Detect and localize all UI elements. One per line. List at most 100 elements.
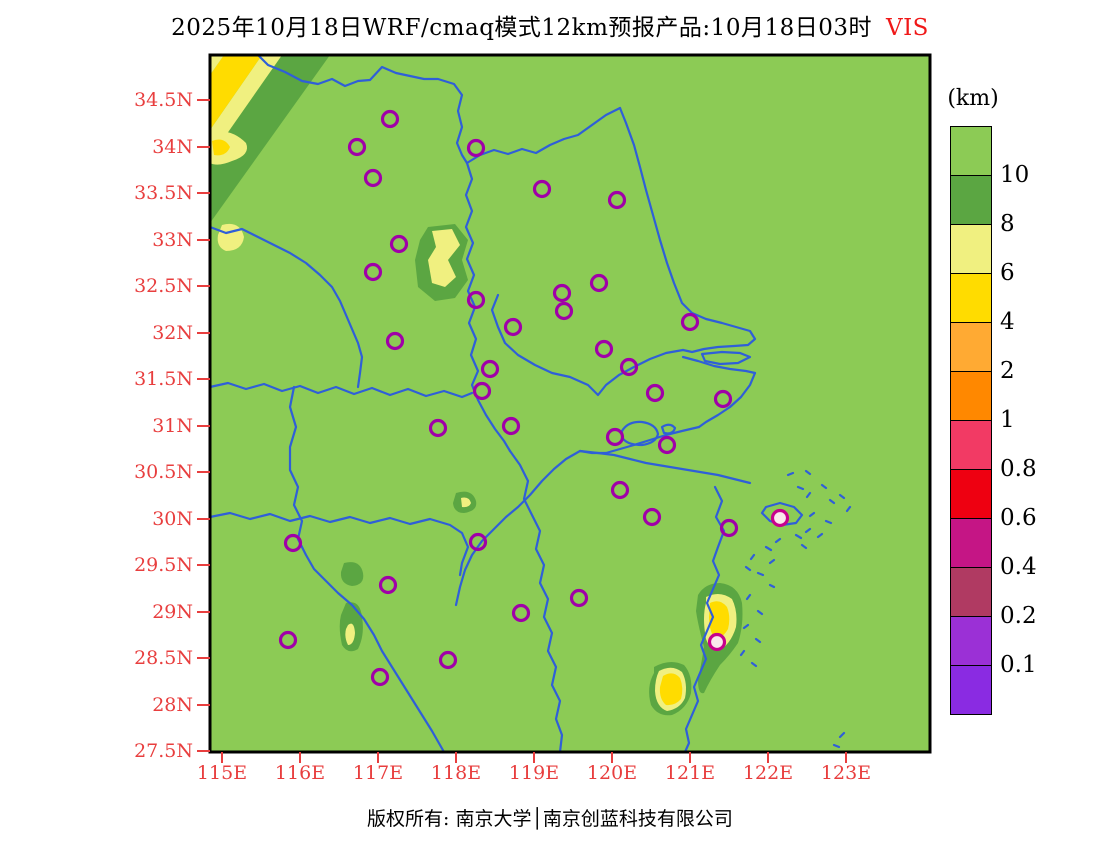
station-marker (385, 331, 405, 351)
lat-tick-label: 34.5N (134, 89, 193, 111)
station-marker (389, 234, 409, 254)
lon-tick-label: 123E (820, 762, 872, 784)
station-marker (428, 418, 448, 438)
station-marker (363, 168, 383, 188)
lon-tick-label: 121E (664, 762, 716, 784)
lat-tick-mark (197, 99, 210, 101)
legend-boundary-label: 0.4 (1000, 554, 1037, 580)
vis-blob-southwest-upper (340, 562, 364, 586)
station-marker (438, 650, 458, 670)
station-marker (657, 435, 677, 455)
station-marker (466, 290, 486, 310)
lon-tick-mark (611, 752, 613, 763)
lat-tick-label: 30.5N (134, 461, 193, 483)
lat-tick-label: 33.5N (134, 182, 193, 204)
vis-blob-southwest-lower (339, 602, 363, 652)
page-title: 2025年10月18日WRF/cmaq模式12km预报产品:10月18日03时 V… (0, 8, 1100, 42)
copyright-text: 版权所有: 南京大学│南京创蓝科技有限公司 (367, 808, 733, 830)
station-marker (610, 480, 630, 500)
lat-tick-mark (197, 564, 210, 566)
lon-tick-mark (221, 752, 223, 763)
legend-unit-label: (km) (947, 86, 999, 111)
lat-tick-mark (197, 471, 210, 473)
vis-blob-small-central (453, 491, 477, 513)
border-anhui-jiangsu (464, 161, 512, 453)
lat-tick-mark (197, 517, 210, 520)
lat-tick-mark (197, 424, 210, 427)
border-zhejiang-east (508, 449, 564, 754)
qiantang-river (454, 449, 582, 607)
legend-boundary-label: 4 (1000, 309, 1015, 335)
legend-boundary-label: 1 (1000, 407, 1015, 433)
station-marker (645, 383, 665, 403)
chongming-island (700, 350, 752, 366)
title-main: 2025年10月18日WRF/cmaq模式12km预报产品:10月18日03时 (171, 15, 872, 41)
taihu-lake-east (660, 423, 677, 435)
lat-tick-label: 28N (152, 693, 193, 716)
lon-tick-mark (533, 752, 535, 763)
lat-tick-mark (197, 238, 210, 241)
lat-tick-label: 31N (152, 414, 193, 437)
legend-color-box (950, 518, 992, 568)
station-marker (719, 518, 739, 538)
station-marker (501, 416, 521, 436)
legend-boundary-label: 0.6 (1000, 505, 1037, 531)
station-marker (283, 533, 303, 553)
station-marker (554, 301, 574, 321)
legend-colorbar (950, 126, 992, 715)
lat-tick-label: 29.5N (134, 554, 193, 576)
legend-boundary-label: 2 (1000, 358, 1015, 384)
border-zhejiang-north (208, 511, 470, 577)
legend-boundary-label: 0.8 (1000, 456, 1037, 482)
station-marker (642, 507, 662, 527)
hangzhou-bay-south (578, 449, 752, 485)
lon-tick-mark (689, 752, 691, 763)
station-marker (511, 603, 531, 623)
station-marker (480, 359, 500, 379)
border-north-west (256, 53, 469, 165)
legend-color-box (950, 126, 992, 176)
station-marker (380, 109, 400, 129)
zhoushan-islets (744, 469, 852, 577)
yangtze-river (490, 293, 685, 397)
lon-tick-mark (845, 752, 847, 763)
legend-boundary-label: 0.2 (1000, 603, 1037, 629)
forecast-map (208, 53, 932, 754)
lon-tick-mark (299, 752, 301, 763)
lon-tick-mark (377, 752, 379, 763)
legend-color-box (950, 322, 992, 372)
legend-boundary-label: 0.1 (1000, 652, 1037, 678)
legend-boundary-label: 8 (1000, 211, 1015, 237)
lat-tick-mark (197, 703, 210, 706)
border-west-horizontal (208, 381, 474, 399)
taihu-lake (620, 420, 660, 447)
legend-color-box (950, 371, 992, 421)
station-marker (466, 138, 486, 158)
station-marker (363, 262, 383, 282)
lat-tick-mark (197, 285, 210, 287)
station-marker (594, 339, 614, 359)
station-marker (472, 381, 492, 401)
lat-tick-label: 31.5N (134, 368, 193, 390)
lat-tick-mark (197, 378, 210, 380)
legend-color-box (950, 567, 992, 617)
lat-tick-mark (197, 331, 210, 334)
legend-color-box (950, 273, 992, 323)
lat-tick-mark (197, 657, 210, 659)
station-marker (713, 389, 733, 409)
station-markers (278, 109, 790, 687)
station-marker (607, 190, 627, 210)
lon-tick-label: 118E (430, 762, 482, 784)
station-marker (552, 283, 572, 303)
station-marker (378, 575, 398, 595)
lon-tick-label: 119E (508, 762, 560, 784)
lat-tick-label: 32.5N (134, 275, 193, 297)
zhoushan-main-island (760, 501, 804, 527)
lat-tick-label: 27.5N (134, 740, 193, 762)
lon-tick-label: 117E (352, 762, 404, 784)
lat-tick-label: 33N (152, 228, 193, 251)
vis-field-gt10 (210, 55, 930, 752)
station-marker (503, 317, 523, 337)
coastal-islets-south (739, 583, 846, 749)
legend-color-box (950, 469, 992, 519)
